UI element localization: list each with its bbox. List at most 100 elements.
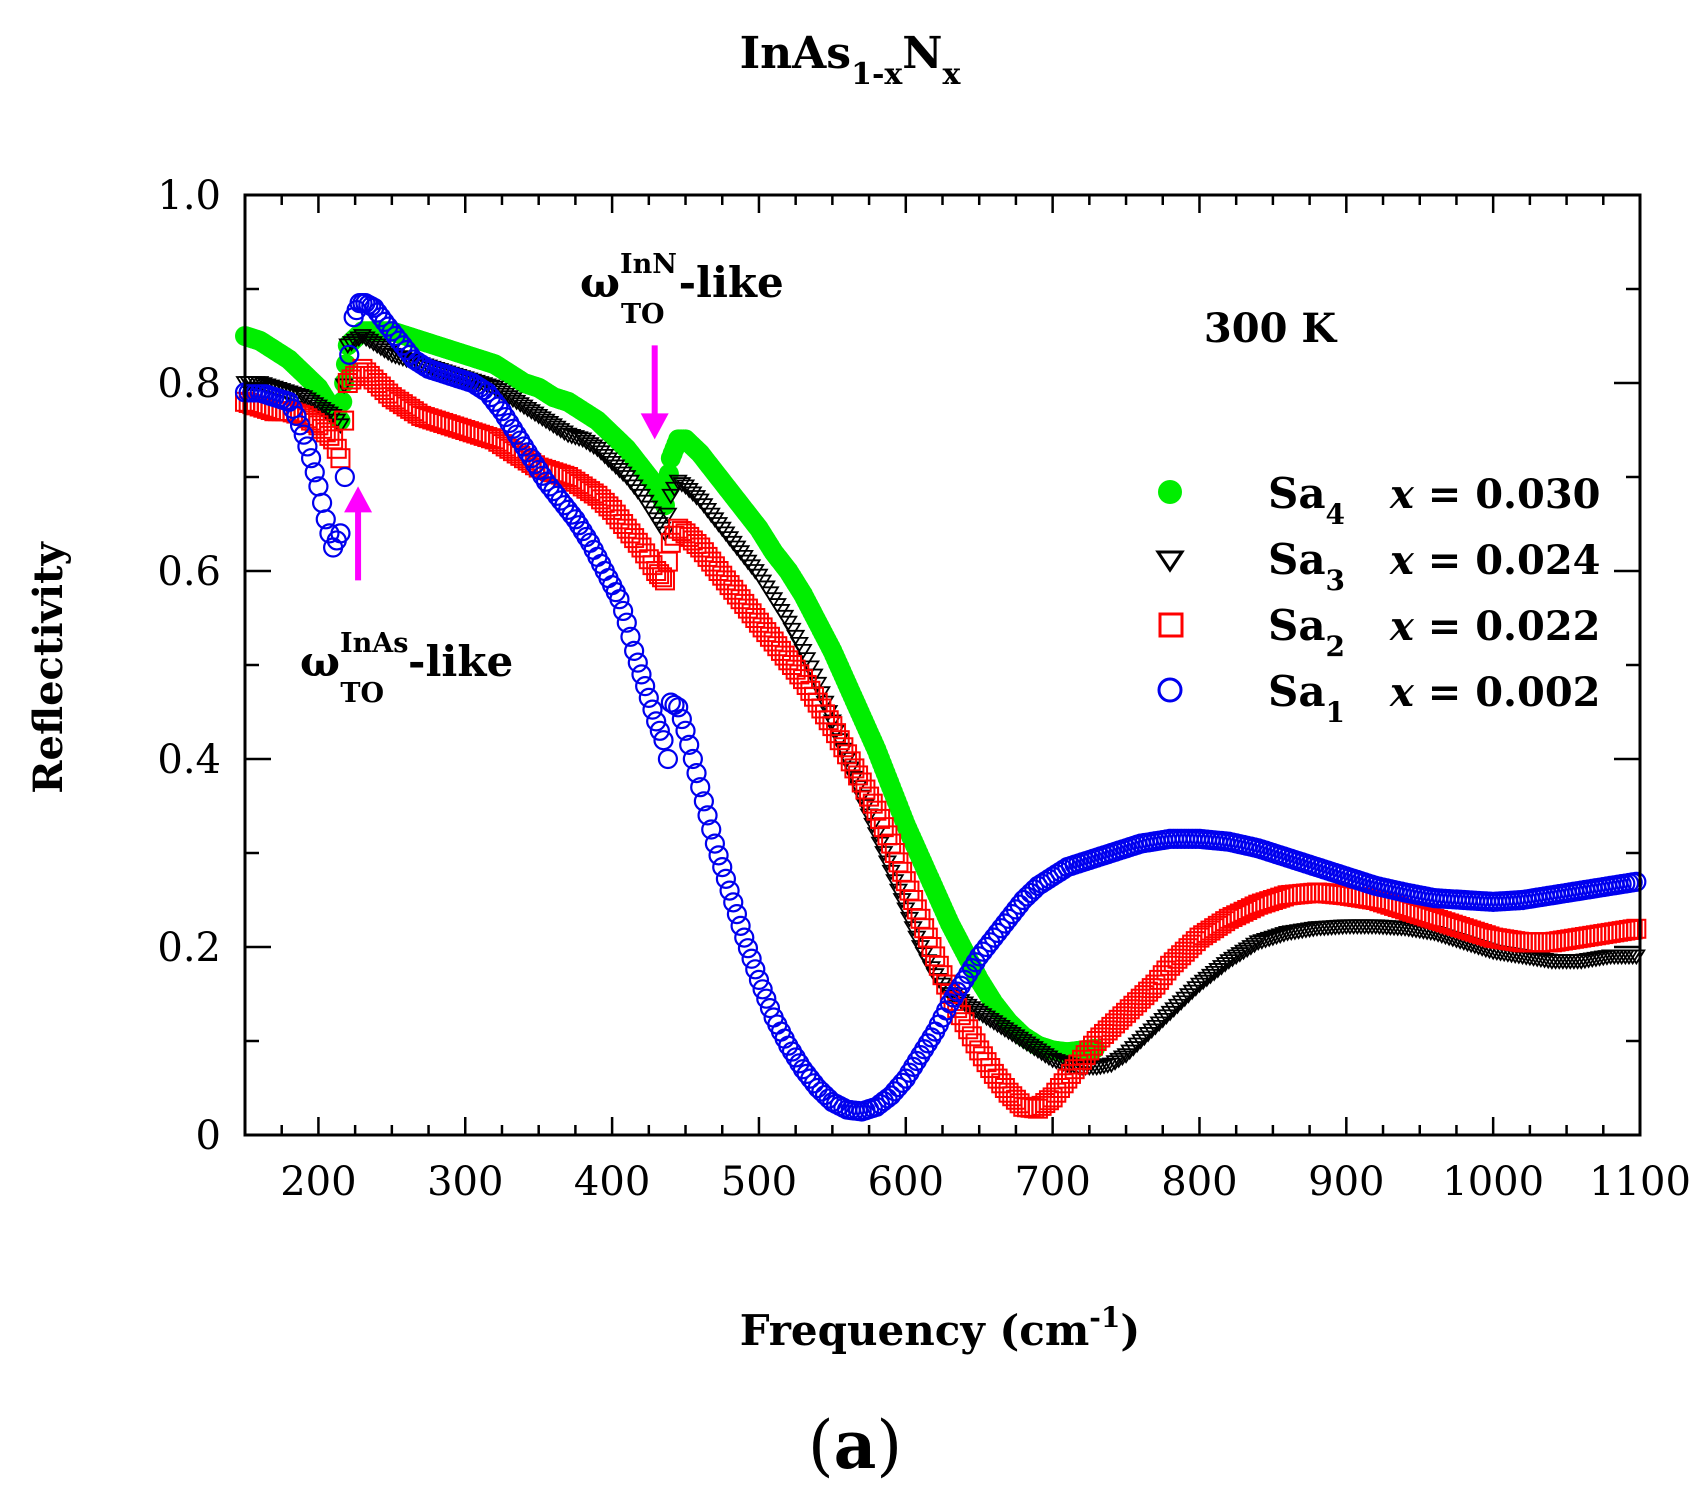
arrow-inn-head: [640, 413, 669, 440]
data-point-sa3: [668, 474, 688, 491]
data-point-sa3: [1127, 1037, 1147, 1054]
data-point-sa3: [808, 676, 828, 693]
data-point-sa2: [972, 1046, 993, 1067]
x-tick-labels: 200 300 400 500 600 700 800 900 1000 1100: [280, 1159, 1691, 1205]
data-point-sa3: [1230, 947, 1250, 963]
series-layer: [234, 293, 1647, 1122]
chart-title: InAs1-xNx: [740, 28, 962, 92]
panel-letter: a: [834, 1406, 877, 1484]
data-point-sa1: [723, 892, 744, 913]
data-point-sa1: [756, 988, 777, 1009]
x-axis-label-sup: -1: [1089, 1301, 1120, 1334]
data-point-sa2: [1123, 995, 1144, 1016]
data-point-sa1: [726, 903, 748, 925]
data-point-sa1: [627, 652, 648, 673]
data-point-sa1: [624, 640, 645, 662]
data-point-sa2: [1119, 999, 1140, 1020]
arrow-inas: [344, 486, 373, 581]
data-point-sa1: [668, 697, 689, 718]
data-point-sa3: [345, 333, 365, 350]
data-point-sa3: [1208, 963, 1228, 979]
data-point-sa2: [855, 779, 876, 800]
data-point-sa1: [330, 523, 351, 544]
data-point-sa3: [1219, 954, 1239, 970]
data-point-sa1: [719, 880, 740, 901]
data-point-sa3: [815, 695, 835, 712]
data-point-sa3: [1186, 981, 1206, 997]
data-point-sa2: [1105, 1013, 1126, 1034]
data-point-sa1: [311, 492, 333, 513]
annotation-inn-sub: TO: [621, 299, 665, 330]
data-point-sa2: [804, 686, 825, 707]
y-tick-label: 0.8: [157, 361, 221, 407]
data-point-sa3: [1116, 1048, 1136, 1064]
data-point-sa2: [679, 526, 700, 547]
data-point-sa2: [312, 418, 333, 439]
legend-marker-sa3: [1155, 550, 1185, 573]
data-point-sa2: [682, 530, 703, 551]
data-point-sa1: [877, 1088, 898, 1109]
data-point-sa2: [367, 373, 388, 393]
data-point-sa2: [796, 674, 817, 695]
legend-eq-sa3: = 0.024: [1414, 537, 1601, 584]
annotation-inas-symbol: ω: [300, 637, 340, 686]
data-point-sa1: [631, 664, 652, 685]
data-point-sa3: [1175, 991, 1195, 1008]
x-tick-label: 800: [1161, 1159, 1237, 1205]
data-point-sa1: [300, 448, 322, 469]
annotation-inas-sup: InAs: [340, 628, 408, 659]
data-point-sa1: [1013, 889, 1034, 911]
y-tick-label: 0: [196, 1113, 221, 1159]
data-point-sa1: [748, 969, 770, 991]
data-point-sa3: [1171, 995, 1191, 1011]
data-point-sa1: [635, 676, 656, 697]
y-tick-labels: 0 0.2 0.4 0.6 0.8 1.0: [157, 173, 221, 1159]
data-point-sa2: [652, 567, 673, 588]
x-tick-label: 600: [868, 1159, 944, 1205]
data-point-sa1: [646, 711, 667, 732]
data-point-sa2: [822, 716, 843, 737]
data-point-sa2: [1130, 988, 1151, 1009]
annotation-inas: ωInAs TO -like: [300, 628, 513, 709]
data-point-sa2: [826, 723, 847, 744]
data-point-sa2: [330, 448, 351, 469]
legend-name-sa1-base: Sa: [1268, 667, 1326, 716]
data-point-sa2: [635, 543, 656, 564]
data-point-sa2: [829, 730, 850, 751]
x-tick-label: 300: [427, 1159, 503, 1205]
data-point-sa2: [1171, 945, 1192, 966]
y-tick-label: 0.6: [157, 549, 221, 595]
data-point-sa3: [1244, 937, 1265, 954]
data-point-sa2: [848, 765, 869, 786]
data-point-sa3: [1123, 1041, 1144, 1057]
data-point-sa2: [862, 793, 883, 814]
data-point-sa3: [1204, 965, 1224, 982]
legend-name-sa3-base: Sa: [1268, 535, 1326, 584]
data-point-sa3: [1178, 988, 1199, 1004]
data-point-sa3: [1200, 968, 1221, 985]
data-point-sa2: [1094, 1023, 1115, 1044]
data-point-sa2: [631, 537, 652, 558]
title-mid: N: [902, 28, 942, 79]
data-point-sa2: [359, 365, 380, 386]
y-tick-label: 1.0: [157, 173, 221, 219]
panel-close: ): [876, 1407, 902, 1484]
data-point-sa2: [1626, 918, 1647, 939]
annotation-inn-sup: InN: [620, 249, 677, 280]
data-point-sa2: [1163, 952, 1184, 973]
data-point-sa3: [1134, 1030, 1155, 1047]
data-point-sa4: [334, 373, 355, 393]
data-point-sa3: [1145, 1020, 1166, 1036]
data-point-sa2: [965, 1033, 986, 1054]
legend-x-sa2: x: [1389, 603, 1415, 650]
data-point-sa2: [954, 1012, 975, 1033]
data-point-sa3: [793, 644, 813, 660]
data-point-sa2: [594, 492, 615, 513]
data-point-sa2: [1108, 1009, 1129, 1030]
x-tick-label: 1000: [1442, 1159, 1544, 1205]
data-point-sa1: [745, 959, 766, 980]
data-point-sa3: [1109, 1052, 1129, 1069]
data-point-sa1: [708, 845, 729, 866]
legend-x-sa3: x: [1389, 537, 1415, 584]
data-point-sa3: [1211, 960, 1232, 976]
